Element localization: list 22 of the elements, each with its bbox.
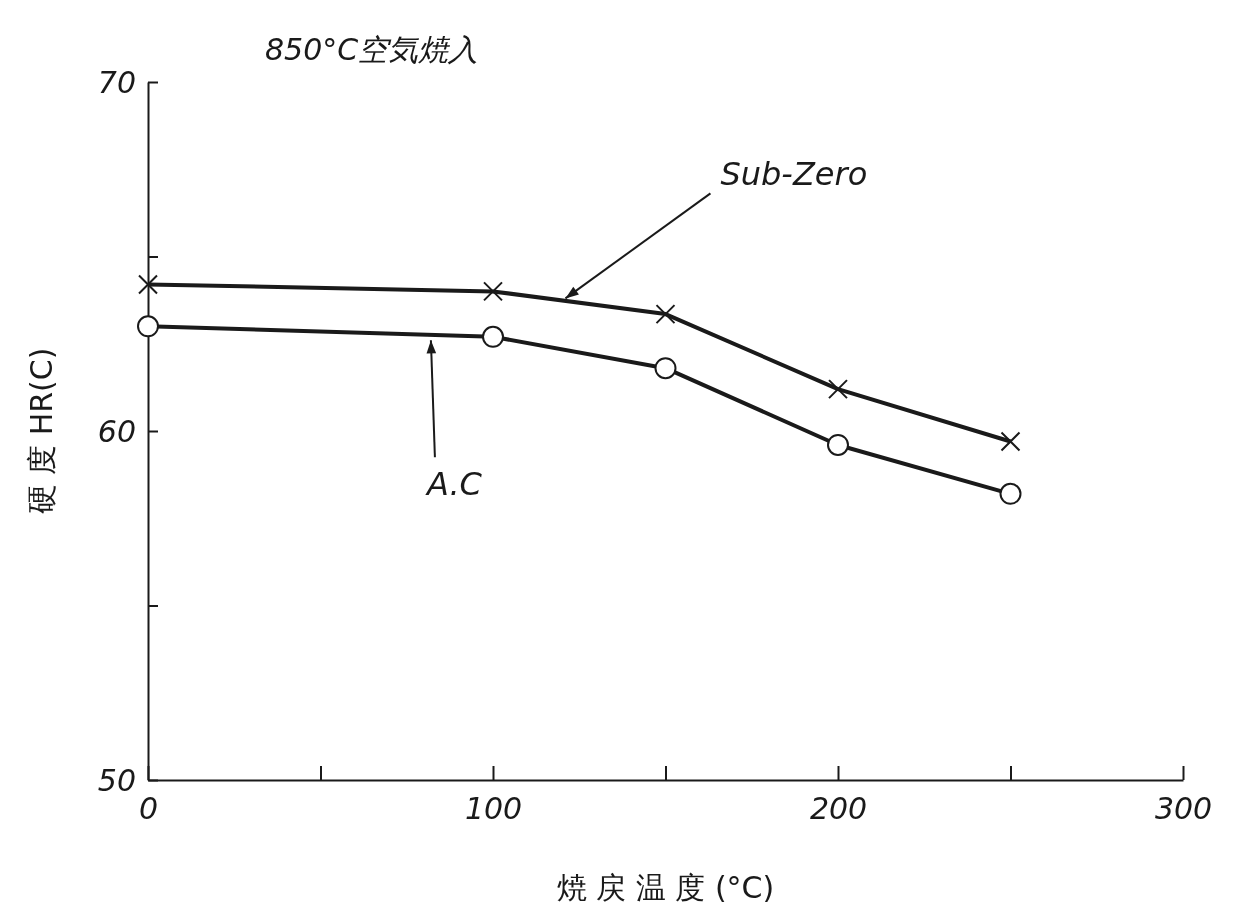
x-axis-title: 焼 戻 温 度 (°C): [556, 870, 775, 905]
point: [828, 379, 848, 400]
x-tick-label: 0: [138, 791, 159, 826]
point: [1000, 431, 1021, 452]
annotation: Sub-Zero: [720, 155, 868, 194]
annotation: A.C: [424, 465, 483, 504]
point: [137, 315, 159, 338]
chart-title: 850°C空気焼入: [265, 32, 479, 67]
y-tick-label: 70: [97, 65, 136, 100]
point: [827, 433, 849, 456]
point: [654, 357, 677, 380]
x-tick-label: 300: [1154, 791, 1213, 826]
point: [483, 281, 503, 302]
point: [999, 482, 1022, 505]
y-tick-label: 50: [97, 763, 136, 798]
x-tick-label: 100: [464, 791, 523, 826]
x-tick-label: 200: [809, 791, 868, 826]
point: [138, 274, 158, 295]
point: [482, 325, 504, 348]
y-tick-label: 60: [97, 414, 136, 449]
y-axis-title: 硬 度 HR(C): [24, 347, 59, 515]
point: [655, 304, 676, 325]
